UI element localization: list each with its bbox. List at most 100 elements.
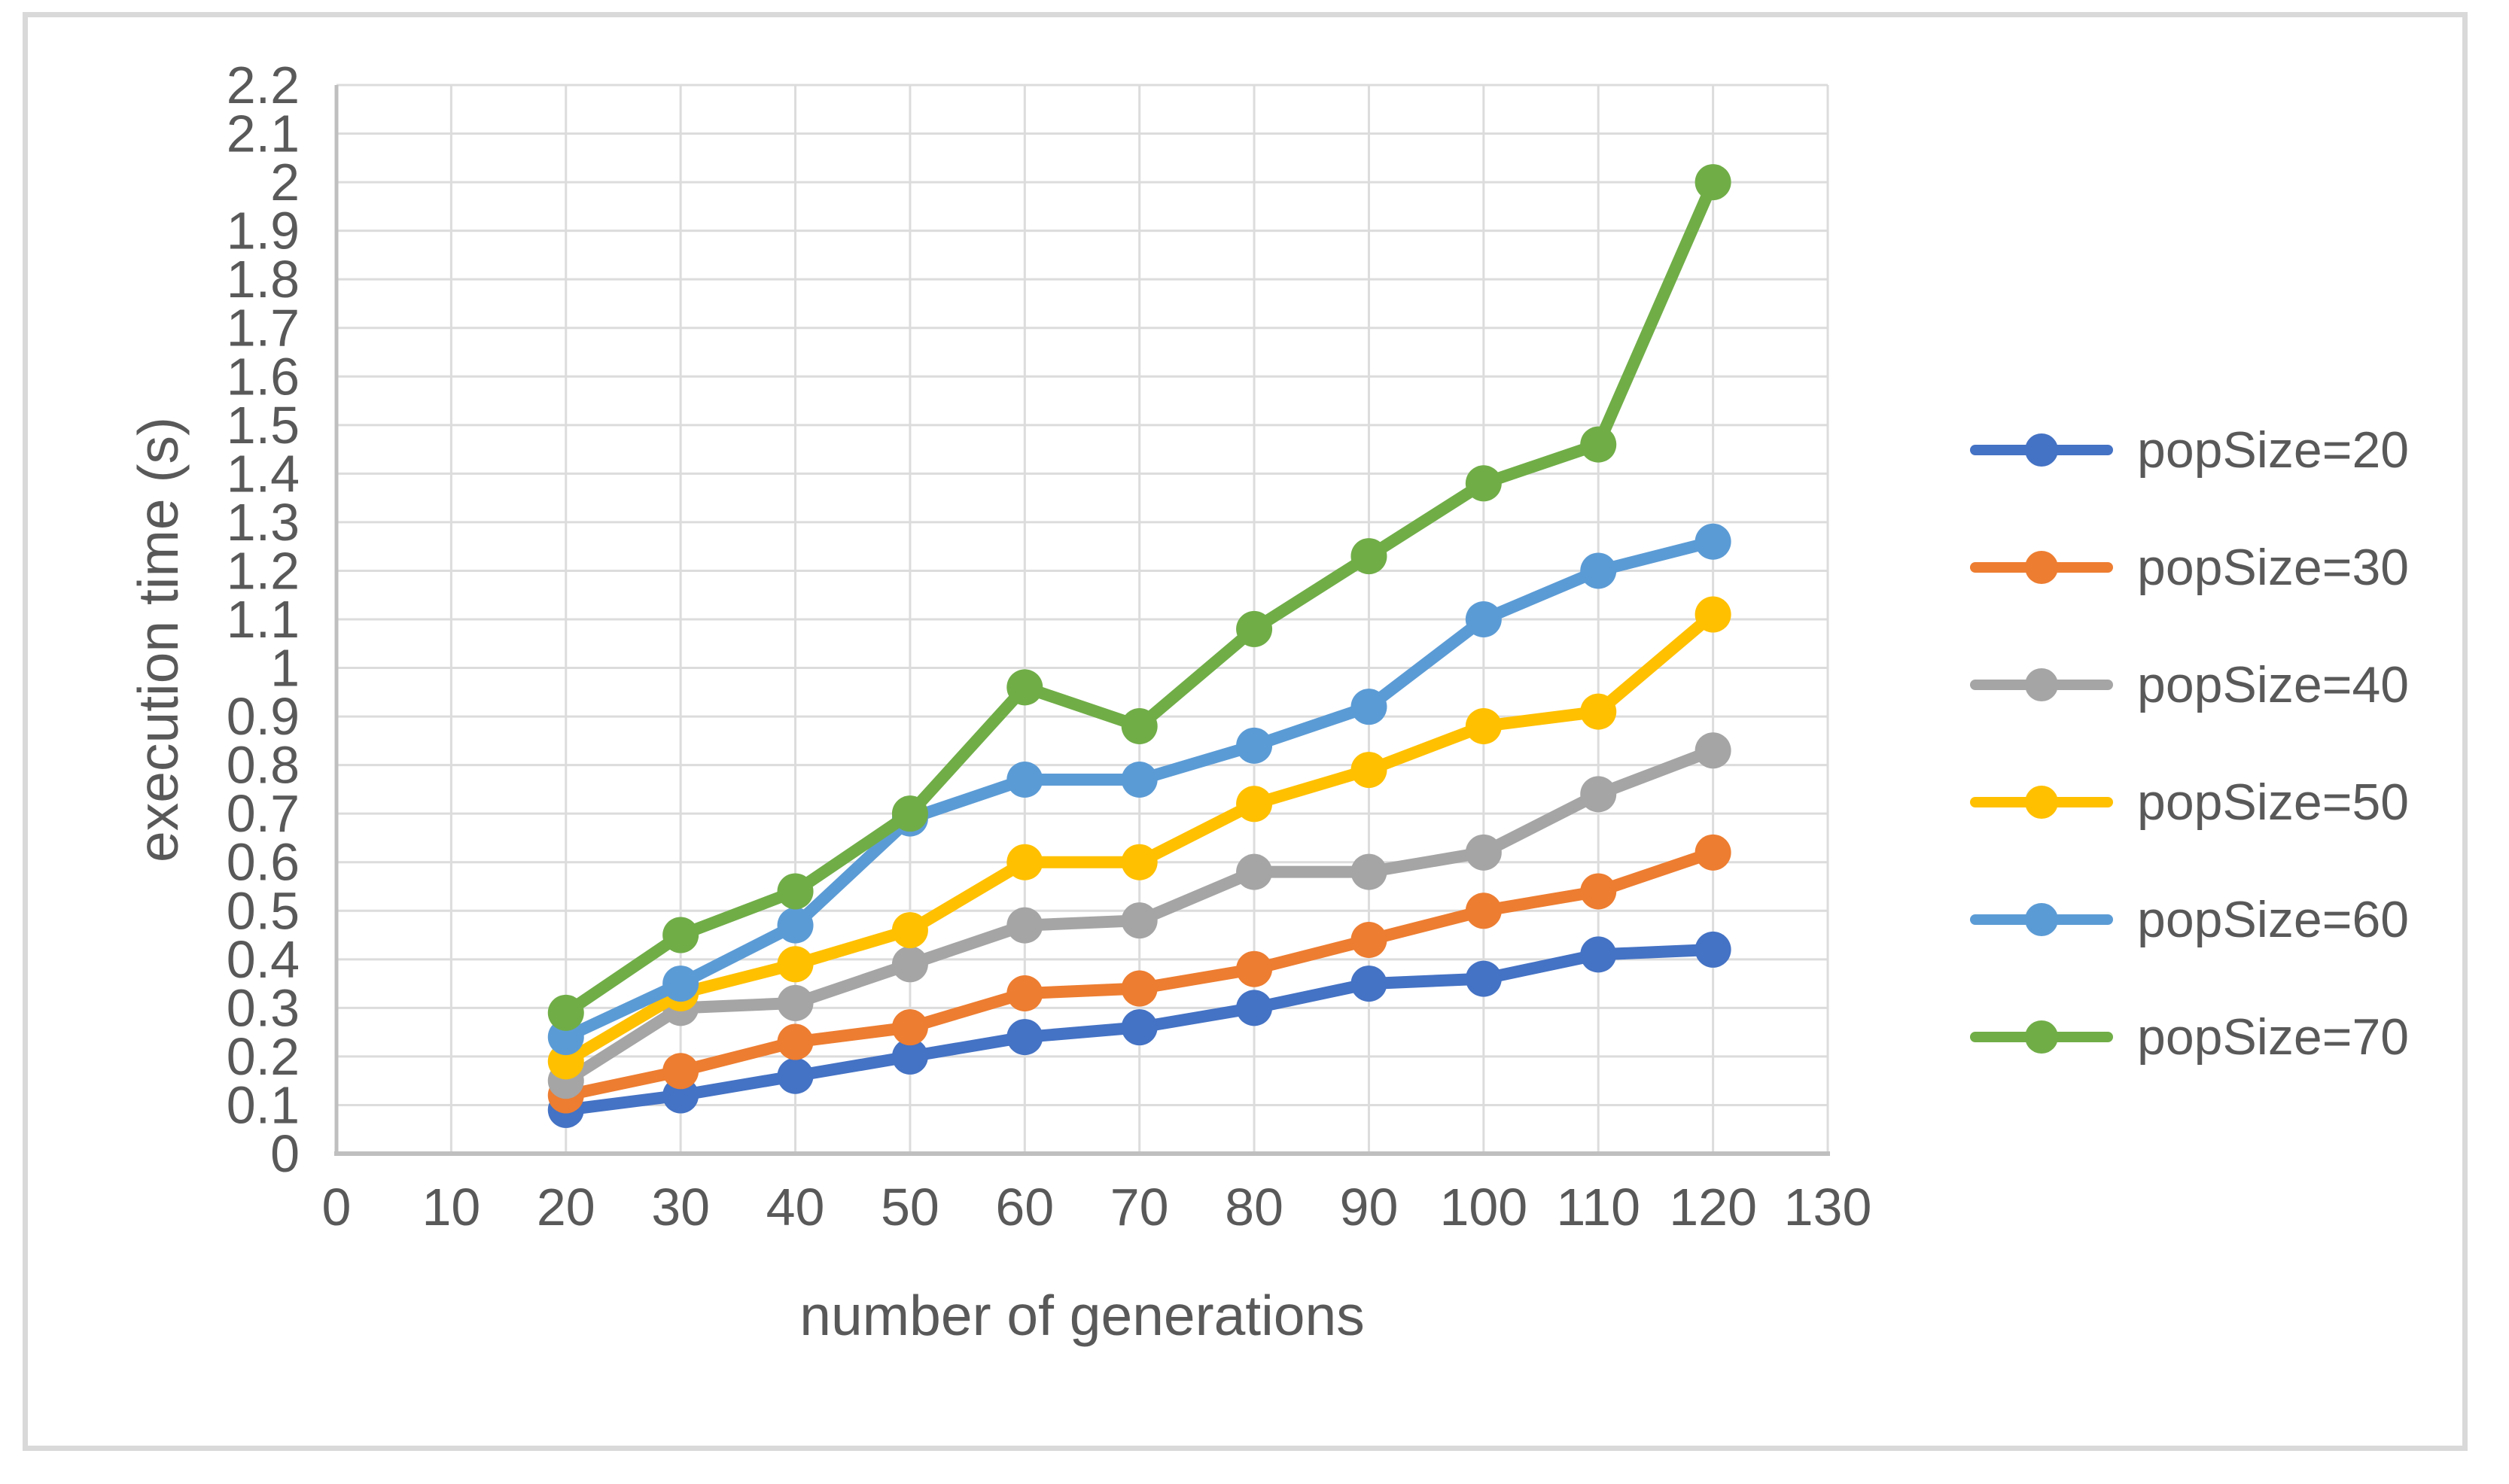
data-point-popSize=50: [1350, 752, 1387, 789]
x-tick-label: 110: [1556, 1178, 1640, 1236]
data-point-popSize=30: [662, 1053, 699, 1090]
data-point-popSize=70: [891, 795, 928, 832]
y-tick-label: 0.9: [227, 687, 300, 746]
y-tick-label: 0.8: [227, 736, 300, 795]
legend-marker-icon: [1970, 772, 2113, 832]
x-tick-label: 20: [537, 1178, 595, 1236]
data-point-popSize=20: [891, 1038, 928, 1075]
legend-marker-dot: [2025, 433, 2058, 467]
x-tick-label: 100: [1439, 1178, 1527, 1236]
legend-marker-dot: [2025, 903, 2058, 936]
legend-marker-icon: [1970, 889, 2113, 950]
data-point-popSize=70: [1465, 465, 1502, 502]
y-tick-label: 0.2: [227, 1027, 300, 1086]
y-tick-label: 0.5: [227, 881, 300, 940]
data-point-popSize=30: [1694, 834, 1731, 871]
data-point-popSize=70: [1694, 164, 1731, 201]
x-tick-label: 70: [1110, 1178, 1169, 1236]
data-point-popSize=70: [777, 873, 814, 910]
data-point-popSize=50: [1006, 844, 1043, 880]
data-point-popSize=70: [1121, 708, 1158, 744]
data-point-popSize=60: [1694, 523, 1731, 560]
legend-marker-dot: [2025, 1020, 2058, 1054]
data-point-popSize=40: [1350, 853, 1387, 890]
y-axis-title: execution time (s): [126, 417, 190, 862]
data-point-popSize=60: [1006, 762, 1043, 798]
data-point-popSize=20: [1694, 931, 1731, 968]
data-point-popSize=20: [1465, 960, 1502, 997]
data-point-popSize=30: [891, 1009, 928, 1046]
data-point-popSize=50: [1580, 693, 1617, 730]
data-point-popSize=50: [1694, 596, 1731, 633]
y-tick-label: 0.3: [227, 978, 300, 1037]
y-tick-label: 1.4: [227, 444, 300, 503]
legend-item-popSize=70: popSize=70: [1970, 1007, 2409, 1067]
legend-item-label: popSize=70: [2137, 1008, 2410, 1066]
data-point-popSize=60: [777, 907, 814, 944]
x-tick-label: 30: [651, 1178, 710, 1236]
data-point-popSize=70: [1350, 538, 1387, 575]
x-tick-label: 80: [1225, 1178, 1283, 1236]
y-tick-label: 1.6: [227, 347, 300, 406]
legend-item-label: popSize=40: [2137, 656, 2410, 713]
y-tick-label: 1.7: [227, 299, 300, 357]
x-tick-label: 60: [995, 1178, 1054, 1236]
y-tick-label: 0.4: [227, 930, 300, 989]
data-point-popSize=30: [1121, 970, 1158, 1007]
data-point-popSize=40: [777, 984, 814, 1021]
data-point-popSize=20: [1121, 1009, 1158, 1046]
x-tick-label: 0: [322, 1178, 352, 1236]
x-axis-title: number of generations: [799, 1284, 1365, 1347]
data-point-popSize=40: [1121, 902, 1158, 939]
y-tick-label: 0: [270, 1124, 300, 1183]
legend-marker-icon: [1970, 1007, 2113, 1067]
y-tick-label: 1.8: [227, 250, 300, 309]
data-point-popSize=30: [1350, 922, 1387, 958]
data-point-popSize=20: [1350, 966, 1387, 1002]
data-point-popSize=30: [1236, 950, 1273, 987]
y-tick-label: 1.9: [227, 202, 300, 260]
legend-item-label: popSize=30: [2137, 539, 2410, 596]
data-point-popSize=40: [1580, 776, 1617, 813]
data-point-popSize=20: [1236, 990, 1273, 1026]
y-tick-label: 2: [270, 153, 300, 211]
x-tick-label: 50: [881, 1178, 939, 1236]
data-point-popSize=70: [662, 917, 699, 953]
data-point-popSize=50: [1465, 708, 1502, 744]
data-point-popSize=20: [777, 1057, 814, 1094]
x-tick-label: 10: [422, 1178, 480, 1236]
data-point-popSize=60: [1236, 727, 1273, 764]
legend-item-popSize=40: popSize=40: [1970, 655, 2409, 715]
legend-marker-dot: [2025, 668, 2058, 701]
legend-item-popSize=20: popSize=20: [1970, 420, 2409, 480]
legend-marker-icon: [1970, 537, 2113, 598]
data-point-popSize=60: [1121, 762, 1158, 798]
data-point-popSize=60: [1350, 689, 1387, 725]
y-tick-label: 0.7: [227, 784, 300, 843]
legend-marker-icon: [1970, 420, 2113, 480]
data-point-popSize=70: [547, 994, 584, 1031]
legend-item-label: popSize=20: [2137, 421, 2410, 479]
data-point-popSize=30: [1006, 975, 1043, 1011]
data-point-popSize=40: [1006, 907, 1043, 944]
y-tick-label: 1.1: [227, 590, 300, 649]
legend-marker-icon: [1970, 655, 2113, 715]
y-tick-label: 0.1: [227, 1075, 300, 1134]
data-point-popSize=70: [1580, 426, 1617, 463]
data-point-popSize=60: [662, 966, 699, 1002]
legend-marker-dot: [2025, 551, 2058, 584]
data-point-popSize=20: [1006, 1019, 1043, 1056]
data-point-popSize=40: [1465, 834, 1502, 871]
legend-item-label: popSize=50: [2137, 774, 2410, 831]
data-point-popSize=20: [1580, 936, 1617, 973]
data-point-popSize=60: [1465, 601, 1502, 637]
legend-item-label: popSize=60: [2137, 891, 2410, 948]
x-tick-label: 40: [766, 1178, 825, 1236]
y-tick-label: 2.1: [227, 105, 300, 163]
y-tick-label: 1.3: [227, 493, 300, 552]
y-tick-label: 0.6: [227, 833, 300, 892]
y-tick-label: 1.5: [227, 396, 300, 455]
y-tick-label: 1: [270, 639, 300, 698]
figure-border: [23, 12, 2468, 1451]
data-point-popSize=50: [1121, 844, 1158, 880]
